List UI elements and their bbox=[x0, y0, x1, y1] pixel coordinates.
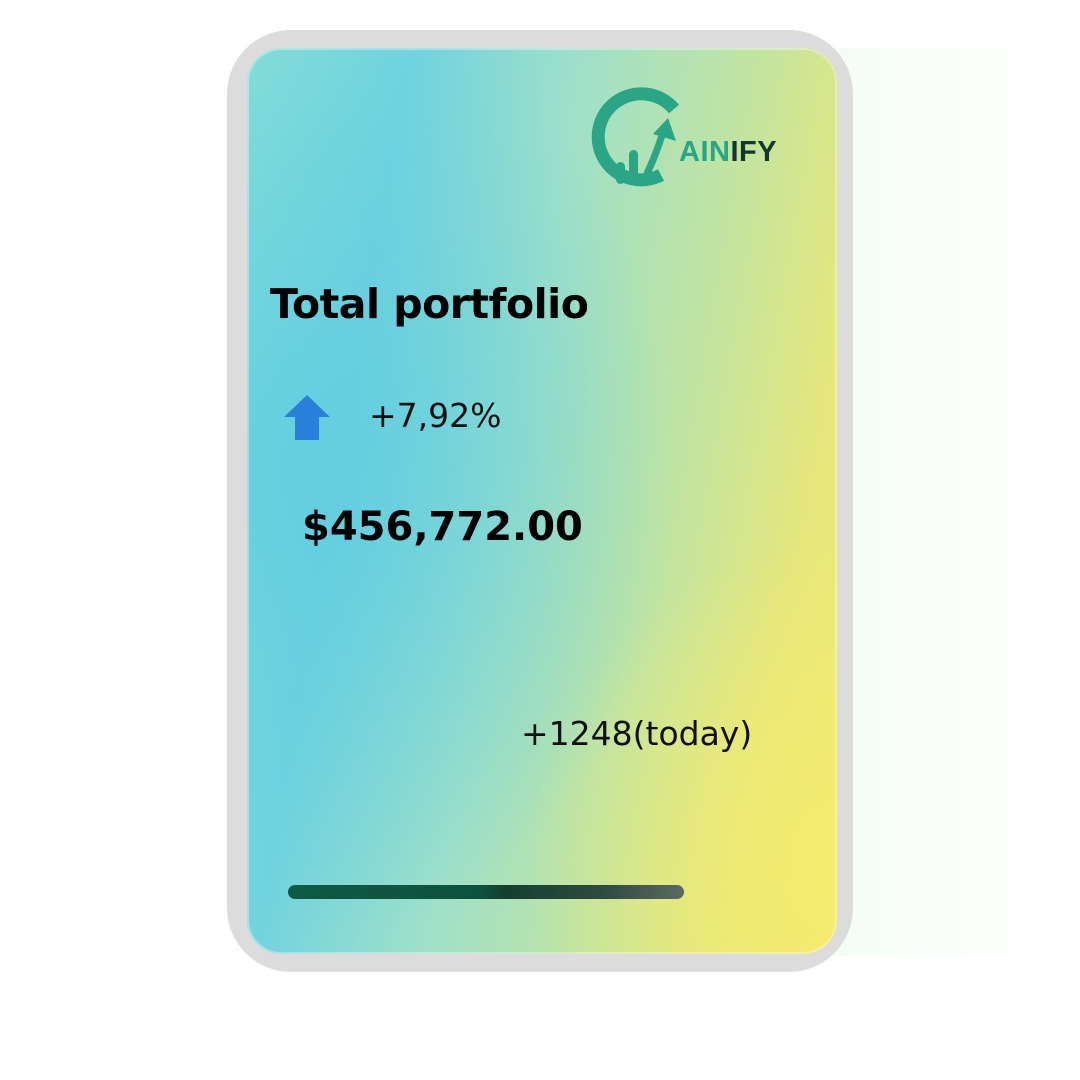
gainify-logo-icon bbox=[591, 87, 679, 187]
arrow-up-icon bbox=[284, 395, 330, 440]
gainify-logo: AINIFY bbox=[577, 80, 797, 190]
brand-part-2: IFY bbox=[730, 136, 778, 168]
portfolio-card[interactable]: AINIFY Total portfolio +7,92% $456,772.0… bbox=[247, 48, 837, 954]
today-change: +1248(today) bbox=[521, 714, 753, 753]
total-value: $456,772.00 bbox=[302, 504, 583, 550]
change-percent: +7,92% bbox=[369, 396, 502, 435]
side-glow bbox=[830, 48, 1060, 956]
progress-bar bbox=[288, 885, 684, 899]
brand-part-1: AIN bbox=[679, 136, 731, 168]
progress-bar-fill bbox=[288, 885, 684, 899]
brand-name: AINIFY bbox=[679, 138, 777, 167]
portfolio-title: Total portfolio bbox=[270, 280, 589, 328]
